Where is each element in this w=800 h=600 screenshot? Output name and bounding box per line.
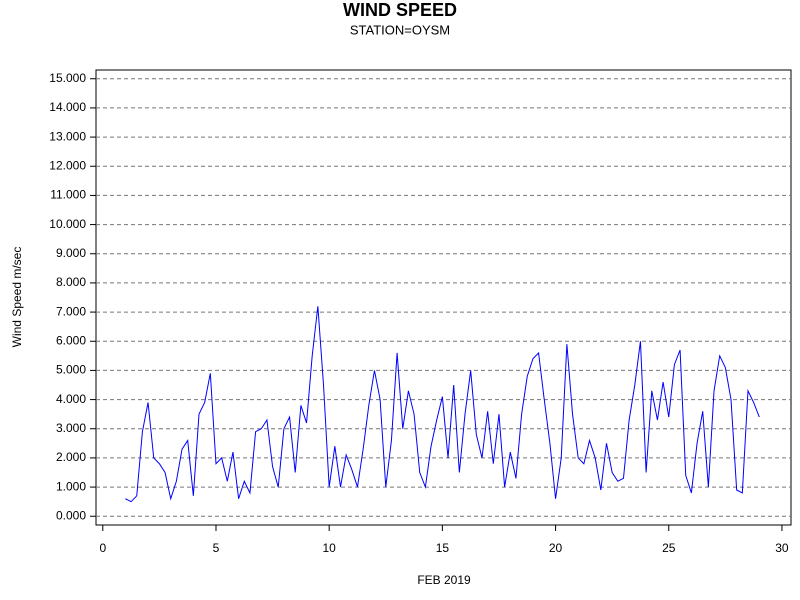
y-tick-label: 7.000 [56,304,86,318]
y-tick-label: 12.000 [49,158,86,172]
x-tick-label: 0 [99,541,106,555]
y-tick-label: 6.000 [56,333,86,347]
y-tick-label: 14.000 [49,100,86,114]
x-tick-label: 30 [775,541,789,555]
plot-frame [95,69,792,526]
y-tick-label: 13.000 [49,129,86,143]
y-tick-label: 11.000 [50,188,86,202]
x-tick-label: 10 [322,541,336,555]
y-tick-label: 8.000 [56,275,86,289]
y-tick-label: 0.000 [56,508,86,522]
y-tick-label: 2.000 [56,450,86,464]
y-tick-label: 3.000 [56,421,86,435]
chart-title: WIND SPEED [343,0,457,20]
y-tick-label: 4.000 [56,392,86,406]
y-tick-label: 1.000 [56,479,86,493]
y-tick-label: 10.000 [49,217,86,231]
chart-subtitle: STATION=OYSM [350,22,450,37]
y-tick-label: 15.000 [49,71,86,85]
x-tick-label: 5 [213,541,220,555]
x-tick-label: 20 [549,541,563,555]
y-tick-label: 9.000 [56,246,86,260]
x-axis-label: FEB 2019 [417,573,471,587]
y-axis-label: Wind Speed m/sec [10,247,24,348]
data-line [125,306,760,503]
x-tick-label: 15 [436,541,450,555]
x-tick-label: 25 [662,541,676,555]
y-tick-label: 5.000 [56,363,86,377]
